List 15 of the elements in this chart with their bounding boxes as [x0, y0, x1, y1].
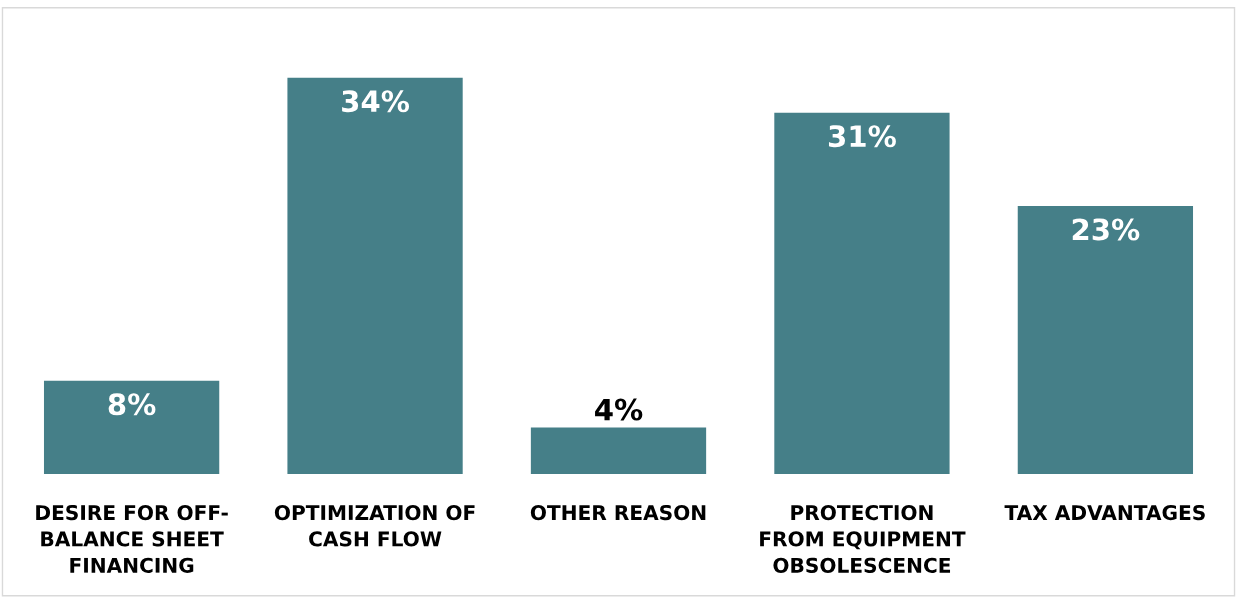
- data-label: 23%: [1072, 218, 1140, 241]
- bar: [1017, 205, 1194, 475]
- data-label: 8%: [108, 393, 156, 416]
- data-label: 34%: [342, 90, 410, 113]
- data-label: 31%: [828, 125, 896, 148]
- bar: [774, 112, 950, 475]
- x-tick-label: DESIRE FOR OFF- BALANCE SHEET FINANCING: [36, 504, 228, 573]
- data-label: 4%: [595, 398, 643, 421]
- x-tick-label: PROTECTION FROM EQUIPMENT OBSOLESCENCE: [760, 504, 966, 573]
- x-tick-label: TAX ADVANTAGES: [1004, 504, 1205, 521]
- x-tick-label: OTHER REASON: [530, 504, 706, 521]
- x-tick-label: OPTIMIZATION OF CASH FLOW: [274, 504, 475, 547]
- bar: [43, 380, 220, 475]
- bar: [530, 427, 707, 475]
- bar: [287, 77, 463, 475]
